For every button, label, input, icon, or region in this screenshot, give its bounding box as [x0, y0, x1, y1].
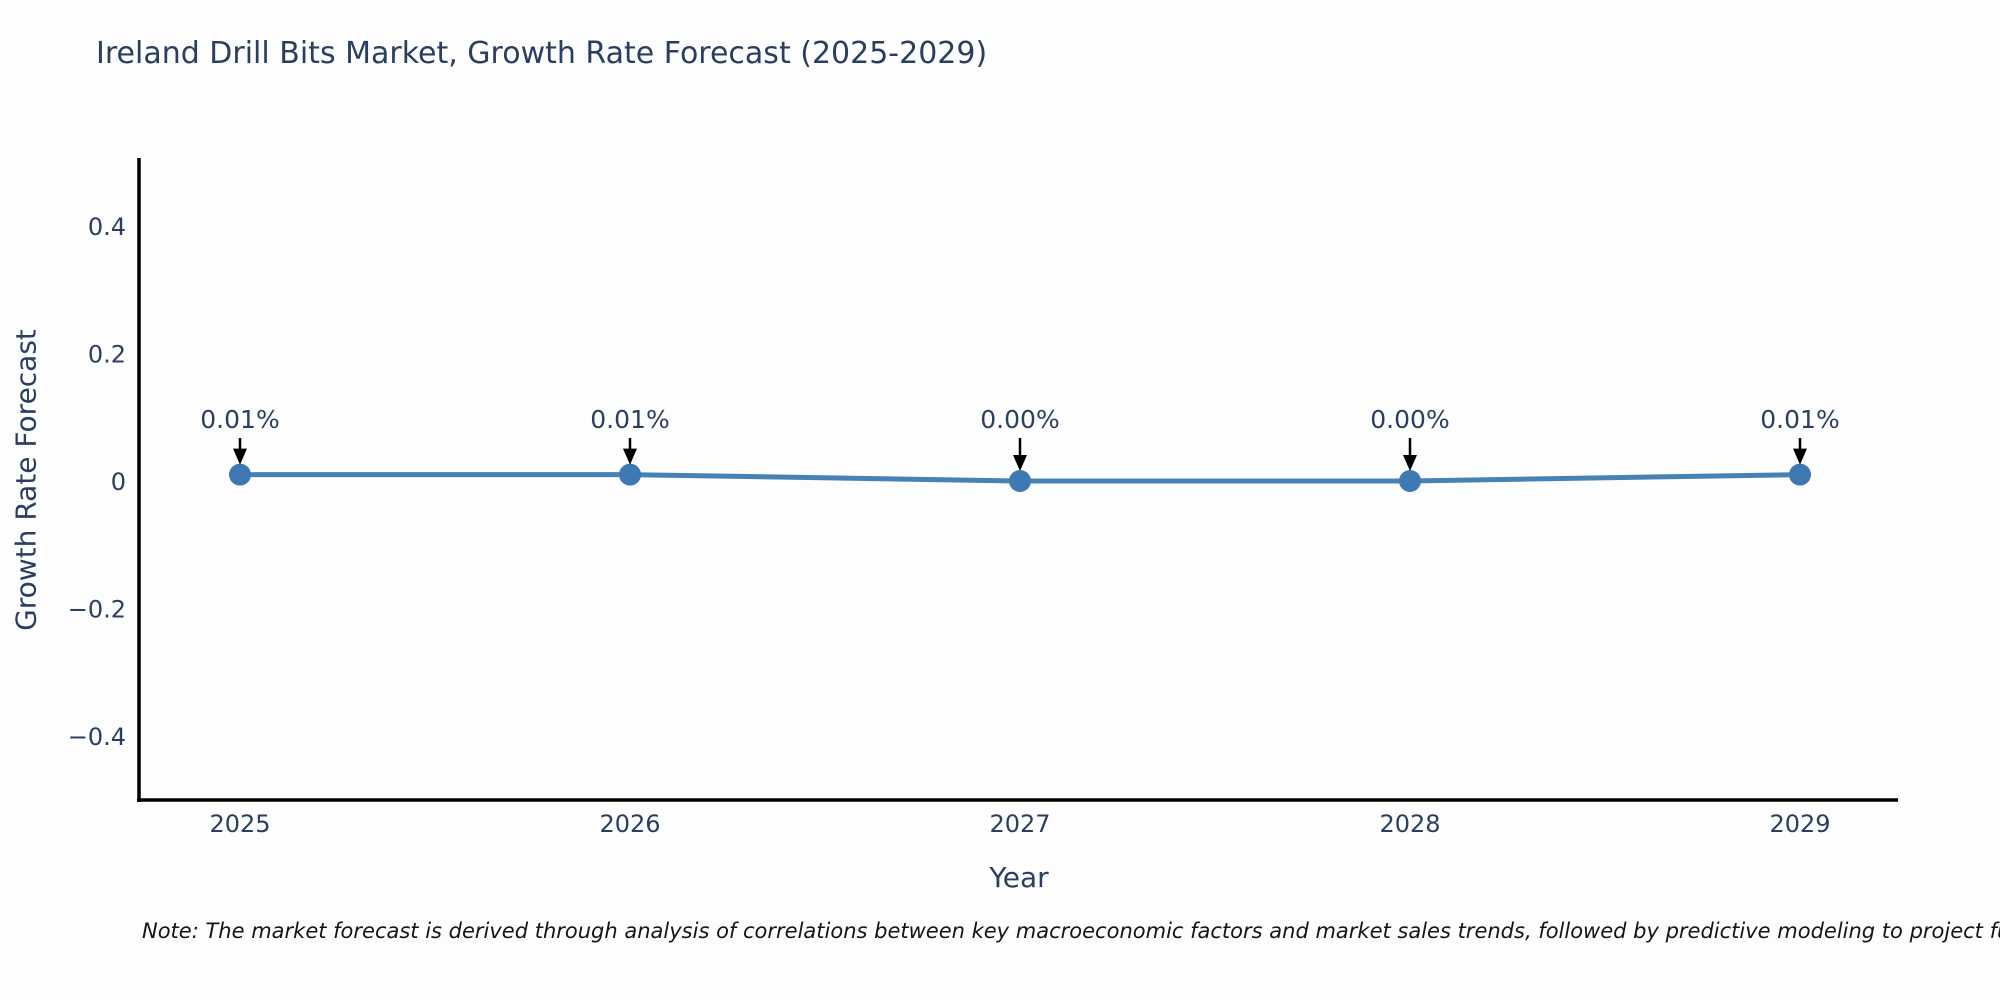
x-axis-title: Year [989, 861, 1049, 894]
point-annotation: 0.00% [980, 405, 1059, 434]
annotation-arrowhead [1403, 455, 1417, 471]
annotation-arrowhead [1013, 455, 1027, 471]
point-annotation: 0.01% [1760, 405, 1839, 434]
y-tick-label: 0.4 [88, 213, 126, 241]
y-tick-label: −0.4 [68, 723, 126, 751]
x-tick-label: 2026 [599, 810, 660, 838]
y-tick-label: 0 [111, 468, 126, 496]
data-point-marker [229, 463, 251, 486]
annotation-arrowhead [623, 448, 637, 465]
point-annotation: 0.00% [1370, 405, 1449, 434]
x-tick-label: 2025 [209, 810, 270, 838]
footnote: Note: The market forecast is derived thr… [142, 919, 2000, 943]
annotation-arrowhead [1793, 448, 1807, 465]
y-tick-label: −0.2 [68, 596, 126, 624]
chart-title: Ireland Drill Bits Market, Growth Rate F… [96, 36, 988, 71]
data-point-marker [1789, 463, 1811, 486]
data-point-marker [1399, 470, 1421, 492]
y-tick-label: 0.2 [88, 340, 126, 368]
x-tick-label: 2029 [1769, 810, 1830, 838]
data-point-marker [1009, 470, 1031, 492]
data-point-marker [619, 463, 641, 486]
x-tick-label: 2028 [1379, 810, 1440, 838]
annotation-arrowhead [233, 448, 247, 465]
point-annotation: 0.01% [200, 405, 279, 434]
x-tick-label: 2027 [989, 810, 1050, 838]
point-annotation: 0.01% [590, 405, 669, 434]
